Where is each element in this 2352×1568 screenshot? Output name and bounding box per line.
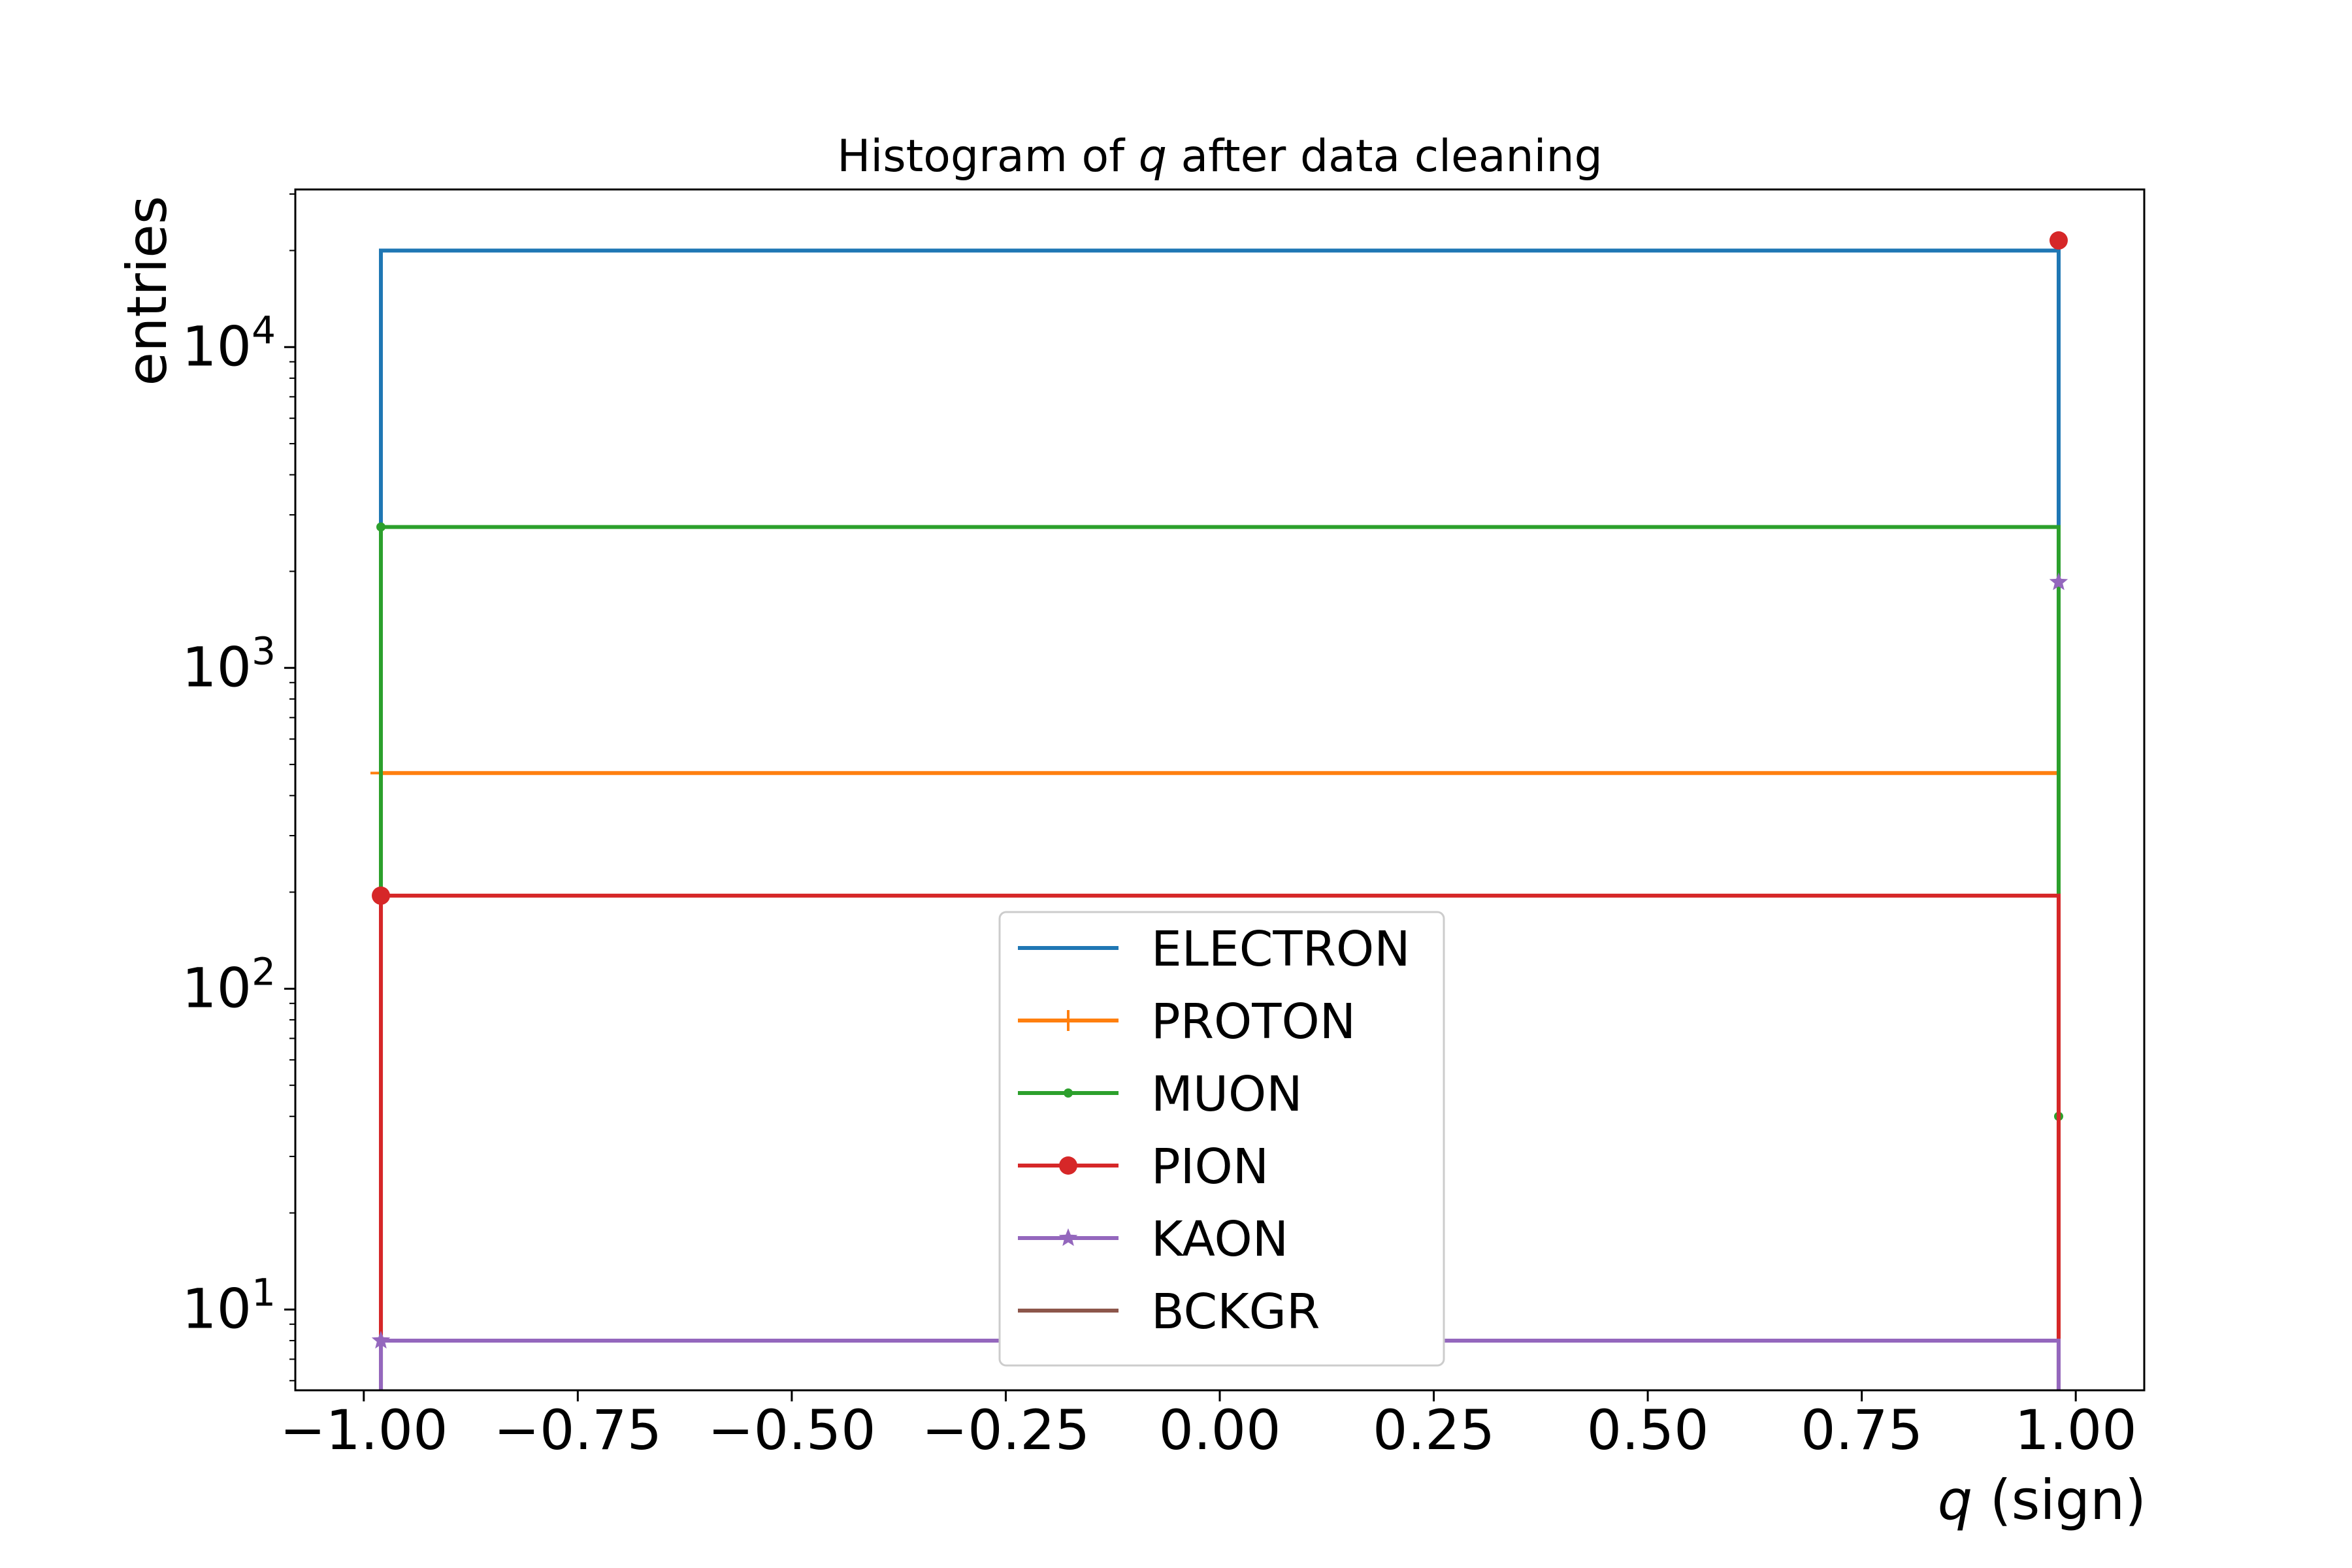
y-tick-base: 10 <box>182 635 252 699</box>
x-tick-label: −0.25 <box>922 1398 1090 1462</box>
y-tick-exponent: 1 <box>252 1270 276 1315</box>
x-tick-label: 0.25 <box>1373 1398 1495 1462</box>
y-tick-base: 10 <box>182 1277 252 1341</box>
data-point-pion <box>2050 231 2068 250</box>
x-axis-label: q (sign) <box>1938 1468 2146 1532</box>
legend-label: BCKGR <box>1151 1284 1320 1340</box>
legend-label: PION <box>1151 1139 1269 1195</box>
y-tick-base: 10 <box>182 956 252 1020</box>
legend-marker <box>1059 1156 1077 1175</box>
legend-label: KAON <box>1151 1211 1288 1267</box>
x-tick-label: −1.00 <box>280 1398 448 1462</box>
legend: ELECTRON PROTON MUON PION KAON BCKGR <box>1000 912 1444 1365</box>
x-tick-label: 1.00 <box>2015 1398 2137 1462</box>
data-point-muon <box>376 523 385 532</box>
chart-title: Histogram of q after data cleaning <box>837 131 1603 182</box>
data-point-pion <box>372 887 390 905</box>
legend-label: PROTON <box>1151 994 1356 1050</box>
x-tick-label: 0.50 <box>1587 1398 1709 1462</box>
legend-label: MUON <box>1151 1066 1303 1122</box>
legend-label: ELECTRON <box>1151 921 1411 977</box>
y-axis-label: entries <box>115 195 179 385</box>
y-tick-exponent: 2 <box>252 949 276 994</box>
x-tick-label: −0.75 <box>494 1398 662 1462</box>
y-tick-base: 10 <box>182 314 252 378</box>
y-tick-exponent: 3 <box>252 629 276 673</box>
y-tick-exponent: 4 <box>252 308 276 352</box>
x-tick-label: 0.75 <box>1801 1398 1923 1462</box>
x-tick-label: −0.50 <box>708 1398 875 1462</box>
x-tick-label: 0.00 <box>1158 1398 1281 1462</box>
legend-marker <box>1064 1088 1073 1098</box>
